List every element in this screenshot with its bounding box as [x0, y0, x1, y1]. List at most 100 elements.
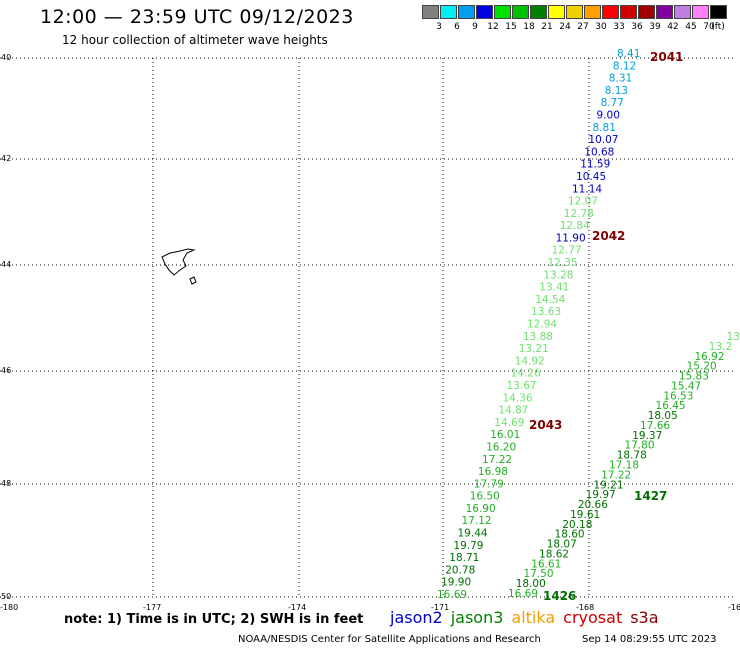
footer-timestamp: Sep 14 08:29:55 UTC 2023 [582, 634, 717, 645]
chart-subtitle: 12 hour collection of altimeter wave hei… [62, 33, 328, 47]
wave-height-value: 17.22 [482, 454, 512, 466]
wave-height-value: 14.26 [511, 368, 541, 380]
wave-height-value: 17.18 [609, 460, 639, 472]
wave-height-value: 13.67 [507, 380, 537, 392]
wave-height-value: 16.50 [470, 491, 500, 503]
legend-label: 27 [577, 22, 589, 32]
legend-swatch [458, 5, 475, 19]
wave-height-value: 19.97 [586, 489, 616, 501]
wave-height-value: 17.79 [474, 478, 504, 490]
wave-height-value: 17.22 [601, 469, 631, 481]
legend-swatch [512, 5, 529, 19]
legend-label: 15 [505, 22, 517, 32]
wave-height-value: 19.21 [593, 479, 623, 491]
legend-swatch [710, 5, 727, 19]
wave-height-value: 13 [727, 331, 740, 343]
legend-swatch [638, 5, 655, 19]
wave-height-value: 8.41 [617, 48, 640, 60]
longitude-label: -16 [728, 603, 740, 612]
wave-height-value: 13.88 [523, 331, 553, 343]
wave-height-value: 12.94 [527, 319, 557, 331]
wave-height-value: 14.87 [498, 405, 528, 417]
wave-height-value: 17.12 [462, 515, 492, 527]
longitude-label: -174 [288, 603, 306, 612]
satellite-label: jason2 [390, 608, 443, 627]
chart-title: 12:00 — 23:59 UTC 09/12/2023 [40, 6, 354, 28]
satellite-label: jason3 [450, 608, 504, 627]
satellite-label: altika [511, 608, 556, 627]
wave-height-value: 16.98 [478, 466, 508, 478]
legend-label: 6 [454, 22, 460, 32]
wave-height-value: 15.83 [679, 371, 709, 383]
wave-height-value: 16.61 [531, 558, 561, 570]
wave-height-value: 16.92 [694, 351, 724, 363]
wave-height-value: 12.84 [560, 220, 590, 232]
wave-height-value: 16.90 [466, 503, 496, 515]
wave-height-value: 10.07 [588, 134, 618, 146]
wave-height-value: 8.12 [613, 60, 636, 72]
legend-label: 39 [649, 22, 661, 32]
legend-label: 9 [472, 22, 478, 32]
footer-credit: NOAA/NESDIS Center for Satellite Applica… [238, 634, 541, 645]
wave-height-value: 12.35 [548, 257, 578, 269]
wave-height-value: 19.61 [570, 509, 600, 521]
legend-swatch [692, 5, 709, 19]
wave-height-value: 15.20 [687, 361, 717, 373]
legend-label: (ft) [711, 22, 725, 32]
wave-height-value: 16.45 [656, 400, 686, 412]
orbit-labels: 2041 2042 2043 1427 1426 [529, 50, 683, 603]
legend-label: 18 [523, 22, 535, 32]
wave-height-value: 14.92 [515, 355, 545, 367]
wave-height-value: 14.69 [494, 417, 524, 429]
wave-height-value: 18.78 [617, 450, 647, 462]
wave-height-value: 16.20 [486, 442, 516, 454]
wave-height-value: 18.07 [547, 539, 577, 551]
legend-label: 30 [595, 22, 607, 32]
orbit-number: 1427 [634, 489, 667, 503]
wave-height-value: 13.41 [539, 282, 569, 294]
satellite-label: cryosat [563, 608, 623, 627]
wave-height-value: 20.18 [562, 519, 592, 531]
legend-swatch [548, 5, 565, 19]
wave-height-value: 19.44 [458, 528, 488, 540]
wave-height-value: 13.2 [709, 341, 732, 353]
wave-height-value: 20.78 [445, 564, 475, 576]
legend-label: 36 [631, 22, 643, 32]
legend-label: 24 [559, 22, 571, 32]
legend-swatch [584, 5, 601, 19]
legend-label: 70 [703, 22, 715, 32]
wave-height-value: 10.68 [584, 146, 614, 158]
legend-swatch [656, 5, 673, 19]
wave-height-value: 13.28 [543, 269, 573, 281]
wave-height-value: 8.13 [605, 85, 628, 97]
wave-height-value: 8.31 [609, 73, 632, 85]
legend-swatch [530, 5, 547, 19]
wave-height-value: 14.36 [503, 392, 533, 404]
legend-swatch [620, 5, 637, 19]
orbit-number: 2043 [529, 418, 562, 432]
wave-height-value: 11.59 [580, 159, 610, 171]
longitude-label: -168 [576, 603, 594, 612]
longitude-label: -180 [0, 603, 18, 612]
island-outline [161, 248, 197, 285]
wave-height-value: 18.60 [555, 529, 585, 541]
legend-swatch [476, 5, 493, 19]
legend-label: 42 [667, 22, 679, 32]
satellite-label: s3a [630, 608, 659, 627]
latitude-label: 46 [1, 366, 11, 375]
orbit-number: 2042 [592, 229, 625, 243]
latitude-label: 50 [1, 592, 11, 601]
wave-height-value: 16.53 [663, 390, 693, 402]
wave-height-value: 17.80 [624, 440, 654, 452]
legend-swatch [602, 5, 619, 19]
wave-height-value: 10.45 [576, 171, 606, 183]
orbit-number: 2041 [650, 50, 683, 64]
wave-height-value: 16.69 [508, 588, 538, 600]
legend-label: 33 [613, 22, 625, 32]
wave-height-value: 19.37 [632, 430, 662, 442]
latitude-label: 48 [1, 479, 11, 488]
wave-height-value: 8.77 [601, 97, 624, 109]
wave-height-value: 12.78 [564, 208, 594, 220]
wave-height-value: 17.66 [640, 420, 670, 432]
wave-height-value: 16.69 [437, 589, 467, 601]
